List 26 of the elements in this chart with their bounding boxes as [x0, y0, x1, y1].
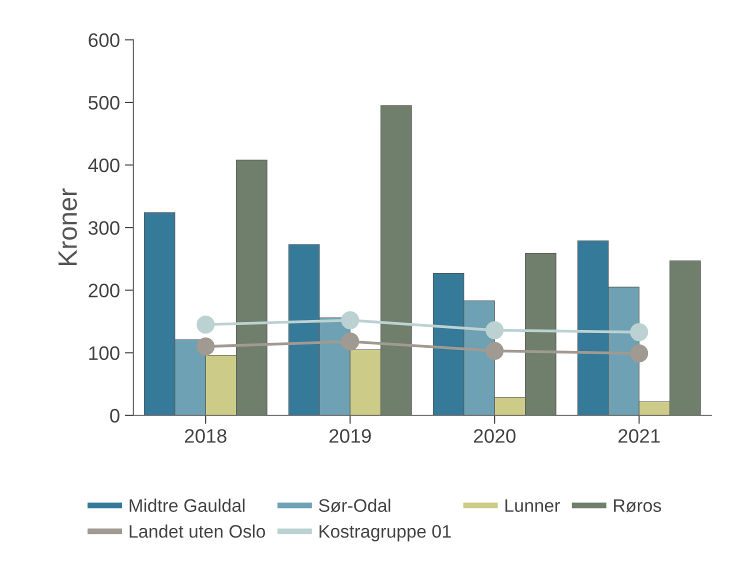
- x-tick-label: 2021: [618, 429, 660, 443]
- y-axis-title: Kroner: [58, 188, 77, 266]
- point: [196, 337, 215, 356]
- y-tick-label: 500: [88, 96, 120, 110]
- legend-label: Røros: [614, 499, 662, 512]
- legend-label: Sør-Odal: [318, 498, 390, 512]
- y-tick-label: 300: [88, 221, 120, 235]
- point: [196, 316, 215, 334]
- point: [486, 321, 504, 340]
- x-tick-label: 2020: [474, 429, 516, 443]
- y-tick-label: 0: [110, 408, 120, 423]
- point: [630, 323, 648, 342]
- point: [630, 344, 648, 362]
- y-tick-label: 400: [88, 158, 120, 172]
- y-tick-label: 600: [88, 33, 120, 48]
- y-tick-label: 200: [88, 284, 120, 298]
- legend-label: Landet uten Oslo: [130, 524, 266, 538]
- legend-label: Midtre Gauldal: [130, 498, 244, 512]
- legend-label: Lunner: [505, 499, 560, 512]
- point: [486, 342, 504, 360]
- y-tick-label: 100: [89, 346, 120, 360]
- point: [341, 332, 360, 351]
- x-tick-label: 2019: [329, 429, 371, 443]
- legend-label: Kostragruppe 01: [320, 525, 451, 542]
- x-tick-label: 2018: [184, 429, 226, 443]
- point: [341, 311, 360, 330]
